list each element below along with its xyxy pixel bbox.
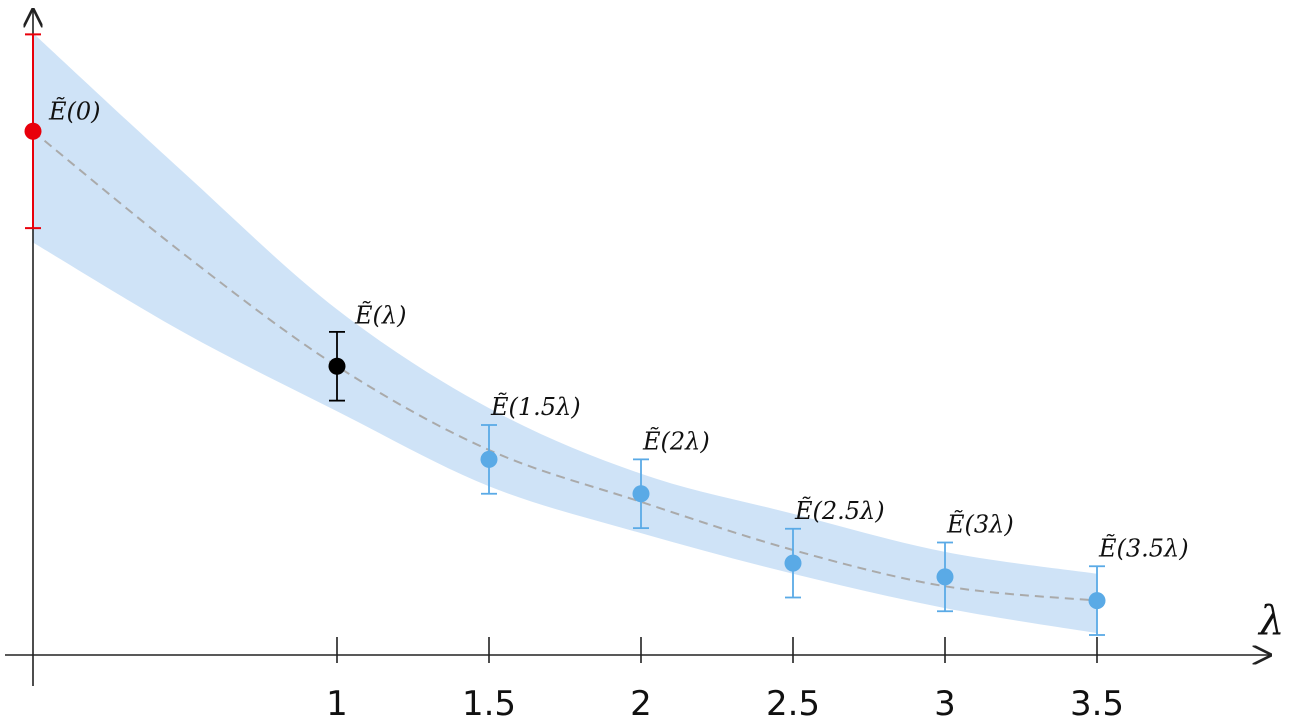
x-axis-label: λ bbox=[1257, 598, 1284, 644]
x-tick-label: 2.5 bbox=[766, 684, 820, 724]
data-marker bbox=[1088, 592, 1106, 610]
point-label: Ẽ(2λ) bbox=[642, 426, 710, 455]
fit-curve-line bbox=[32, 130, 1098, 602]
point-label: Ẽ(λ) bbox=[354, 300, 406, 329]
point-label: Ẽ(3.5λ) bbox=[1098, 533, 1189, 562]
data-point-6: Ẽ(3.5λ) bbox=[1088, 533, 1189, 636]
uncertainty-band bbox=[33, 33, 1097, 634]
x-tick-label: 3 bbox=[934, 684, 956, 724]
point-label: Ẽ(0) bbox=[48, 96, 101, 125]
data-marker bbox=[328, 357, 346, 375]
data-point-3: Ẽ(2λ) bbox=[632, 426, 710, 530]
data-point-0: Ẽ(0) bbox=[24, 33, 101, 230]
data-marker bbox=[936, 568, 954, 586]
data-point-4: Ẽ(2.5λ) bbox=[784, 496, 885, 599]
data-point-2: Ẽ(1.5λ) bbox=[480, 392, 581, 495]
data-marker bbox=[784, 554, 802, 572]
x-tick-label: 1 bbox=[326, 684, 348, 724]
uncertainty-band-area bbox=[33, 33, 1097, 634]
x-ticks: 1 1.5 2 2.5 3 3.5 bbox=[326, 637, 1124, 724]
data-marker bbox=[480, 450, 498, 468]
data-marker bbox=[24, 122, 42, 140]
point-label: Ẽ(2.5λ) bbox=[794, 496, 885, 525]
x-tick-label: 2 bbox=[630, 684, 652, 724]
x-tick-label: 1.5 bbox=[462, 684, 516, 724]
data-point-5: Ẽ(3λ) bbox=[936, 510, 1014, 613]
point-label: Ẽ(3λ) bbox=[946, 510, 1014, 539]
data-marker bbox=[632, 485, 650, 503]
data-points: Ẽ(0) Ẽ(λ) Ẽ(1.5λ) Ẽ(2λ) Ẽ(2.5λ) Ẽ(3λ) Ẽ(3.5λ) bbox=[24, 33, 1189, 636]
x-tick-label: 3.5 bbox=[1070, 684, 1124, 724]
point-label: Ẽ(1.5λ) bbox=[490, 392, 581, 421]
fit-curve bbox=[32, 130, 1098, 602]
data-point-1: Ẽ(λ) bbox=[328, 300, 406, 402]
